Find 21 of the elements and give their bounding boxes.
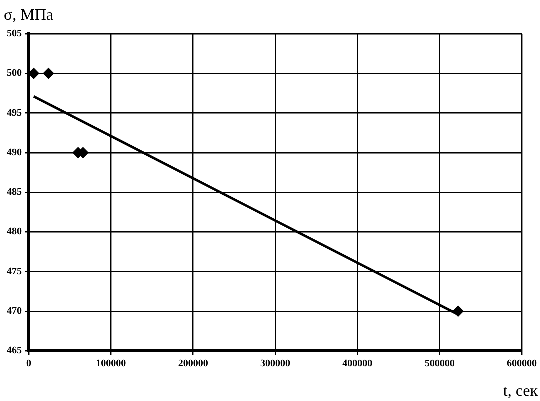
y-tick-label: 475 [7, 266, 22, 278]
point [43, 68, 54, 80]
y-tick-label: 485 [7, 187, 22, 198]
y-tick-label: 470 [7, 306, 22, 317]
y-tick-label: 500 [7, 68, 22, 80]
y-tick-label: 505 [7, 28, 22, 40]
x-tick-label: 400000 [342, 358, 373, 370]
x-tick-label: 300000 [260, 358, 290, 370]
x-tick-label: 0 [26, 358, 32, 370]
y-tick-label: 495 [7, 108, 22, 119]
x-tick-label: 200000 [178, 358, 208, 370]
y-axis-title: σ, МПа [4, 7, 54, 24]
x-tick-label: 100000 [96, 358, 126, 370]
x-tick-label: 500000 [424, 358, 455, 370]
y-tick-label: 465 [7, 346, 22, 357]
y-tick-label: 480 [7, 226, 22, 238]
y-tick-label: 490 [7, 147, 22, 158]
x-tick-label: 600000 [507, 358, 537, 370]
x-axis-title: t, сек [503, 383, 538, 400]
point [452, 306, 464, 317]
point [29, 68, 40, 80]
